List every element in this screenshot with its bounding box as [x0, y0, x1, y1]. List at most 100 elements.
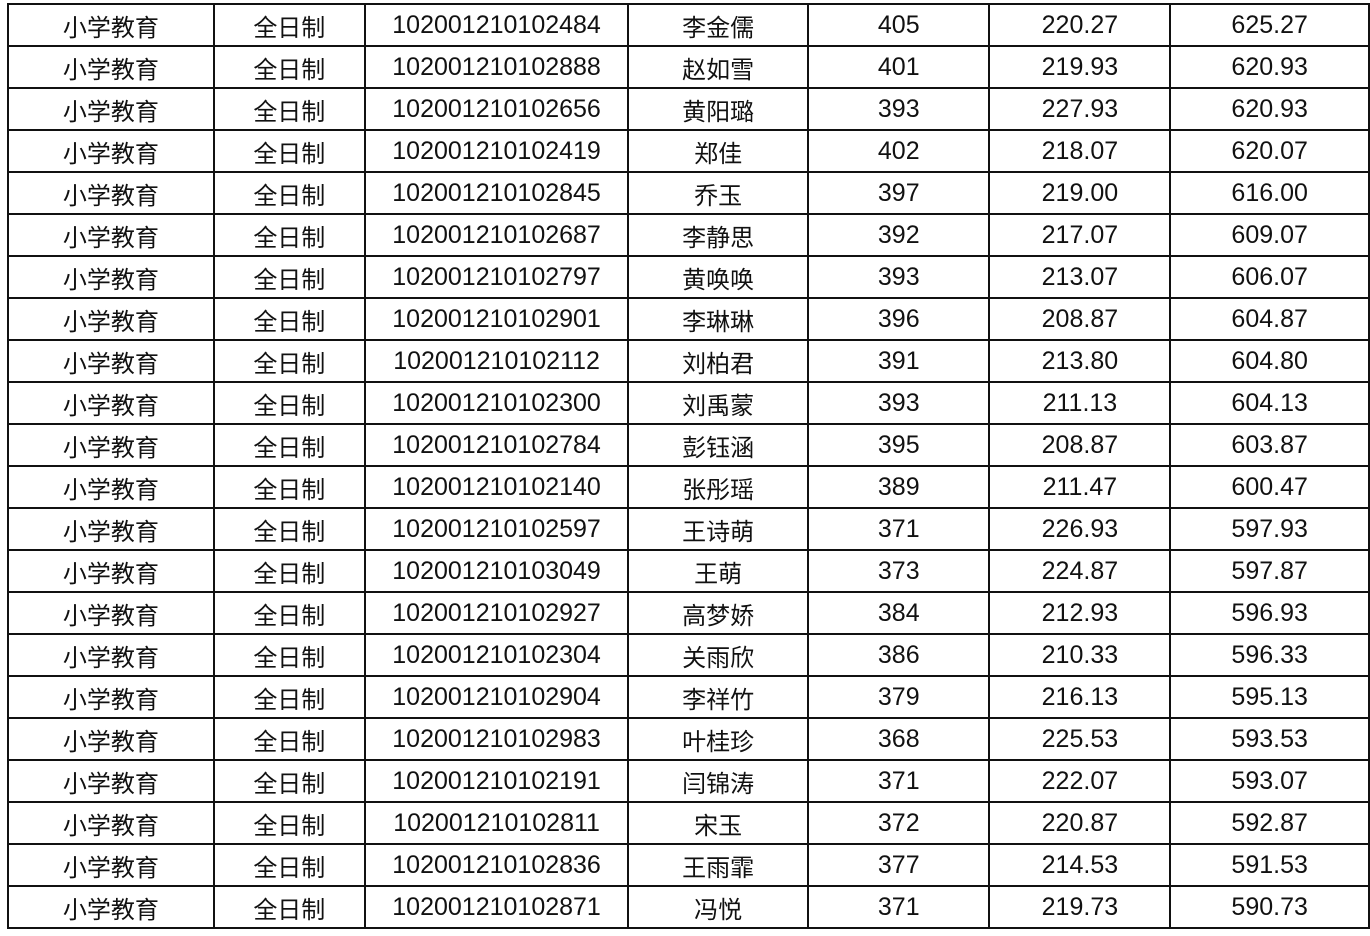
retest-score-cell: 208.87 — [988, 423, 1172, 467]
total-score-cell: 593.07 — [1169, 759, 1370, 803]
retest-score-cell: 226.93 — [988, 507, 1172, 551]
name-cell: 宋玉 — [627, 801, 810, 845]
total-score-cell: 603.87 — [1169, 423, 1370, 467]
table-row: 小学教育 全日制 102001210102597 王诗萌 371 226.93 597.93 — [7, 507, 1370, 551]
retest-score-cell: 208.87 — [988, 297, 1172, 341]
name-cell: 李静思 — [627, 213, 810, 257]
exam-id-cell: 102001210102140 — [363, 465, 630, 509]
major-cell: 小学教育 — [7, 801, 215, 845]
name-cell: 高梦娇 — [627, 591, 810, 635]
exam-id-cell: 102001210102112 — [363, 339, 630, 383]
study-mode-cell: 全日制 — [212, 171, 366, 215]
initial-score-cell: 371 — [807, 507, 991, 551]
total-score-cell: 616.00 — [1169, 171, 1370, 215]
major-cell: 小学教育 — [7, 45, 215, 89]
major-cell: 小学教育 — [7, 297, 215, 341]
major-cell: 小学教育 — [7, 759, 215, 803]
study-mode-cell: 全日制 — [212, 675, 366, 719]
total-score-cell: 609.07 — [1169, 213, 1370, 257]
table-row: 小学教育 全日制 102001210102484 李金儒 405 220.27 625.27 — [7, 3, 1370, 47]
study-mode-cell: 全日制 — [212, 885, 366, 929]
initial-score-cell: 397 — [807, 171, 991, 215]
major-cell: 小学教育 — [7, 255, 215, 299]
retest-score-cell: 210.33 — [988, 633, 1172, 677]
exam-id-cell: 102001210102888 — [363, 45, 630, 89]
exam-id-cell: 102001210102983 — [363, 717, 630, 761]
name-cell: 李琳琳 — [627, 297, 810, 341]
study-mode-cell: 全日制 — [212, 717, 366, 761]
exam-id-cell: 102001210102784 — [363, 423, 630, 467]
table-row: 小学教育 全日制 102001210102983 叶桂珍 368 225.53 593.53 — [7, 717, 1370, 761]
exam-id-cell: 102001210102656 — [363, 87, 630, 131]
total-score-cell: 597.87 — [1169, 549, 1370, 593]
exam-id-cell: 102001210102811 — [363, 801, 630, 845]
total-score-cell: 604.13 — [1169, 381, 1370, 425]
table-row: 小学教育 全日制 102001210102888 赵如雪 401 219.93 620.93 — [7, 45, 1370, 89]
exam-id-cell: 102001210102871 — [363, 885, 630, 929]
initial-score-cell: 392 — [807, 213, 991, 257]
major-cell: 小学教育 — [7, 171, 215, 215]
total-score-cell: 620.93 — [1169, 45, 1370, 89]
retest-score-cell: 224.87 — [988, 549, 1172, 593]
study-mode-cell: 全日制 — [212, 213, 366, 257]
retest-score-cell: 219.93 — [988, 45, 1172, 89]
exam-id-cell: 102001210103049 — [363, 549, 630, 593]
study-mode-cell: 全日制 — [212, 843, 366, 887]
name-cell: 郑佳 — [627, 129, 810, 173]
initial-score-cell: 389 — [807, 465, 991, 509]
table-row: 小学教育 全日制 102001210102871 冯悦 371 219.73 590.73 — [7, 885, 1370, 929]
retest-score-cell: 212.93 — [988, 591, 1172, 635]
major-cell: 小学教育 — [7, 717, 215, 761]
initial-score-cell: 393 — [807, 255, 991, 299]
table-row: 小学教育 全日制 102001210102927 高梦娇 384 212.93 596.93 — [7, 591, 1370, 635]
total-score-cell: 593.53 — [1169, 717, 1370, 761]
name-cell: 叶桂珍 — [627, 717, 810, 761]
study-mode-cell: 全日制 — [212, 297, 366, 341]
major-cell: 小学教育 — [7, 3, 215, 47]
major-cell: 小学教育 — [7, 591, 215, 635]
major-cell: 小学教育 — [7, 423, 215, 467]
table-body: 小学教育 全日制 102001210102484 李金儒 405 220.27 625.27… — [7, 3, 1370, 929]
name-cell: 刘柏君 — [627, 339, 810, 383]
retest-score-cell: 220.27 — [988, 3, 1172, 47]
study-mode-cell: 全日制 — [212, 801, 366, 845]
exam-id-cell: 102001210102597 — [363, 507, 630, 551]
exam-id-cell: 102001210102304 — [363, 633, 630, 677]
initial-score-cell: 393 — [807, 381, 991, 425]
study-mode-cell: 全日制 — [212, 591, 366, 635]
initial-score-cell: 402 — [807, 129, 991, 173]
name-cell: 刘禹蒙 — [627, 381, 810, 425]
study-mode-cell: 全日制 — [212, 339, 366, 383]
exam-id-cell: 102001210102419 — [363, 129, 630, 173]
study-mode-cell: 全日制 — [212, 381, 366, 425]
exam-id-cell: 102001210102191 — [363, 759, 630, 803]
name-cell: 王雨霏 — [627, 843, 810, 887]
initial-score-cell: 372 — [807, 801, 991, 845]
name-cell: 黄唤唤 — [627, 255, 810, 299]
major-cell: 小学教育 — [7, 507, 215, 551]
major-cell: 小学教育 — [7, 675, 215, 719]
name-cell: 李祥竹 — [627, 675, 810, 719]
exam-id-cell: 102001210102687 — [363, 213, 630, 257]
total-score-cell: 595.13 — [1169, 675, 1370, 719]
name-cell: 张彤瑶 — [627, 465, 810, 509]
table-row: 小学教育 全日制 102001210102687 李静思 392 217.07 609.07 — [7, 213, 1370, 257]
table-row: 小学教育 全日制 102001210102901 李琳琳 396 208.87 604.87 — [7, 297, 1370, 341]
total-score-cell: 606.07 — [1169, 255, 1370, 299]
table-row: 小学教育 全日制 102001210102811 宋玉 372 220.87 592.87 — [7, 801, 1370, 845]
table-row: 小学教育 全日制 102001210103049 王萌 373 224.87 597.87 — [7, 549, 1370, 593]
retest-score-cell: 211.47 — [988, 465, 1172, 509]
total-score-cell: 596.93 — [1169, 591, 1370, 635]
name-cell: 乔玉 — [627, 171, 810, 215]
name-cell: 黄阳璐 — [627, 87, 810, 131]
total-score-cell: 590.73 — [1169, 885, 1370, 929]
initial-score-cell: 395 — [807, 423, 991, 467]
initial-score-cell: 379 — [807, 675, 991, 719]
total-score-cell: 591.53 — [1169, 843, 1370, 887]
table-row: 小学教育 全日制 102001210102904 李祥竹 379 216.13 595.13 — [7, 675, 1370, 719]
total-score-cell: 625.27 — [1169, 3, 1370, 47]
initial-score-cell: 405 — [807, 3, 991, 47]
name-cell: 王诗萌 — [627, 507, 810, 551]
total-score-cell: 604.87 — [1169, 297, 1370, 341]
retest-score-cell: 225.53 — [988, 717, 1172, 761]
